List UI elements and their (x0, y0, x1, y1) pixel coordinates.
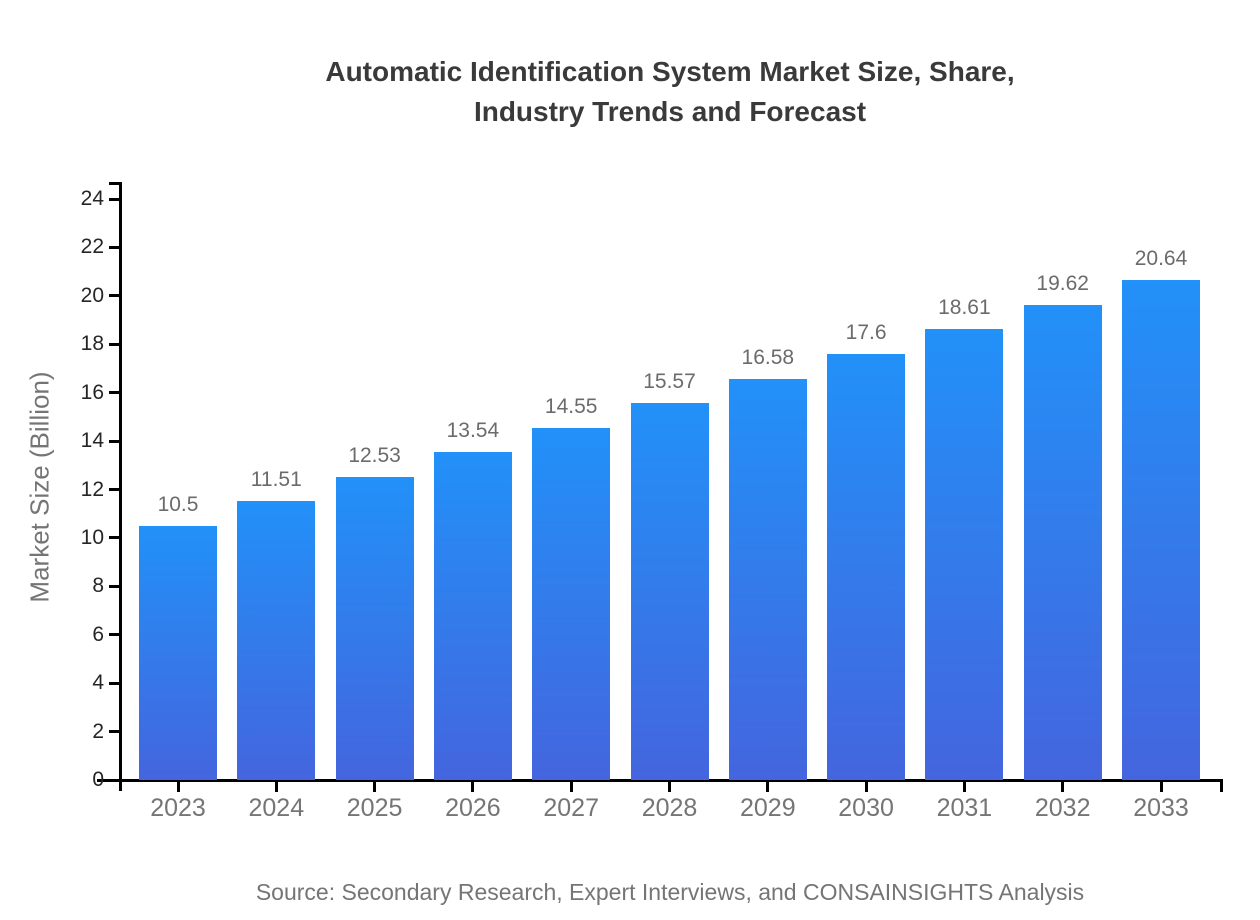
x-tick-label: 2033 (1133, 794, 1189, 822)
y-tick-label: 14 (80, 429, 104, 453)
bar-value-label: 16.58 (741, 345, 795, 369)
y-axis-end-tick (109, 182, 122, 185)
y-tick-mark (109, 294, 120, 298)
x-tick-mark (176, 780, 180, 792)
bar (925, 329, 1004, 780)
x-tick-mark (1061, 780, 1065, 792)
x-tick-mark (766, 780, 770, 792)
y-tick-mark (109, 681, 120, 685)
bar (1023, 305, 1102, 780)
y-tick-mark (109, 488, 120, 491)
y-tick-label: 0 (92, 768, 104, 791)
bar-value-label: 15.57 (643, 370, 696, 394)
y-tick-mark (109, 197, 120, 201)
bar (139, 525, 217, 780)
x-tick-mark (373, 780, 377, 792)
bar-value-label: 12.53 (348, 443, 401, 467)
x-tick-label: 2031 (936, 794, 993, 822)
y-tick-mark (109, 245, 120, 249)
bar (630, 403, 709, 780)
y-tick-label: 6 (92, 622, 104, 646)
y-tick-label: 10 (80, 525, 104, 549)
x-tick-mark (471, 780, 475, 792)
y-tick-mark (109, 342, 120, 346)
x-tick-label: 2025 (346, 794, 403, 822)
bar (532, 427, 611, 780)
chart-title-line2: Industry Trends and Forecast (473, 96, 867, 127)
x-tick-mark (962, 780, 966, 792)
x-tick-label: 2029 (739, 794, 796, 822)
x-tick-mark (274, 780, 278, 792)
bar-value-label: 10.5 (157, 492, 199, 516)
bar-value-label: 13.54 (446, 419, 500, 443)
bar (1122, 280, 1200, 780)
y-axis-line (119, 182, 122, 791)
chart-title-line1: Automatic Identification System Market S… (325, 56, 1015, 87)
bar (728, 378, 807, 780)
y-tick-label: 16 (80, 380, 104, 404)
bar-value-label: 18.61 (938, 296, 991, 320)
y-tick-mark (109, 536, 120, 540)
bar (335, 476, 414, 780)
x-tick-label: 2030 (838, 794, 894, 822)
y-tick-mark (109, 730, 120, 734)
bar-value-label: 17.6 (845, 320, 887, 344)
y-tick-label: 18 (80, 332, 104, 356)
bar-value-label: 11.51 (250, 468, 302, 492)
y-tick-label: 8 (92, 574, 104, 598)
y-tick-label: 4 (92, 671, 104, 695)
x-tick-mark (1159, 780, 1163, 792)
bar-value-label: 20.64 (1134, 247, 1188, 271)
bar-value-label: 14.55 (544, 394, 598, 418)
bar (237, 501, 316, 780)
x-tick-mark (569, 780, 573, 792)
y-tick-label: 24 (80, 187, 104, 210)
source-caption: Source: Secondary Research, Expert Inter… (255, 879, 1085, 905)
x-tick-mark (864, 780, 868, 792)
x-tick-label: 2023 (150, 794, 206, 822)
x-tick-label: 2028 (641, 794, 698, 822)
y-tick-mark (109, 633, 120, 637)
bar (827, 353, 906, 780)
x-tick-label: 2032 (1034, 794, 1091, 822)
x-axis-end-tick (1220, 779, 1223, 792)
x-tick-mark (668, 780, 671, 792)
bar (433, 452, 512, 780)
y-tick-mark (109, 391, 120, 395)
y-tick-label: 12 (80, 477, 104, 501)
y-tick-label: 22 (80, 235, 104, 259)
y-tick-label: 20 (80, 283, 104, 307)
x-axis-line (97, 779, 1223, 782)
x-tick-label: 2026 (445, 794, 501, 822)
y-tick-mark (109, 584, 120, 588)
bar-value-label: 19.62 (1036, 272, 1089, 296)
y-tick-mark (109, 439, 120, 443)
x-tick-label: 2027 (543, 794, 599, 822)
y-tick-mark (109, 778, 120, 782)
chart-title: Automatic Identification System Market S… (70, 52, 1260, 132)
x-tick-label: 2024 (248, 794, 305, 822)
y-tick-label: 2 (92, 719, 104, 743)
